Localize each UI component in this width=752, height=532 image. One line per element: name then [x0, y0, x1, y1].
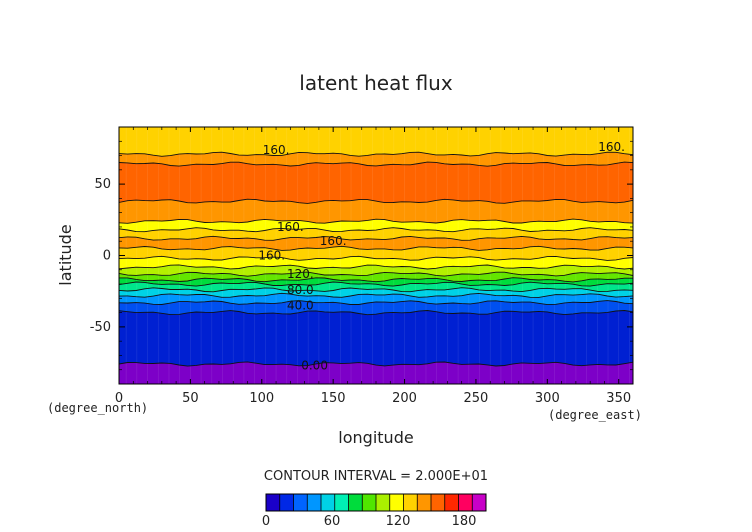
colorbar-swatch	[321, 494, 336, 511]
contour-line	[118, 161, 634, 167]
colorbar-swatch	[458, 494, 473, 511]
contour-line	[118, 235, 634, 241]
contour-line	[118, 361, 634, 367]
x-tick-label: 300	[535, 391, 560, 406]
y-tick-label: -50	[90, 320, 111, 335]
contour-label: 160.	[263, 143, 290, 157]
heat-band	[119, 361, 633, 384]
colorbar-swatch	[362, 494, 377, 511]
contour-label: 160.	[598, 140, 625, 154]
colorbar-tick-label: 60	[324, 514, 341, 529]
contour-line	[118, 287, 634, 293]
colorbar-swatch	[472, 494, 487, 511]
contour-lines	[118, 151, 634, 367]
colorbar-swatch	[266, 494, 281, 511]
heat-band	[119, 236, 633, 251]
y-tick-label: 50	[94, 177, 111, 192]
contour-line	[119, 277, 633, 283]
heat-band	[119, 127, 633, 157]
contour-line	[118, 310, 634, 316]
x-tick-label: 100	[249, 391, 274, 406]
colorbar-frame	[265, 493, 487, 512]
contour-line	[118, 255, 634, 261]
x-tick-label: 250	[464, 391, 489, 406]
colorbar	[265, 493, 487, 512]
contour-label: 40.0	[287, 298, 314, 312]
chart-title: latent heat flux	[299, 71, 453, 95]
colorbar-tick-label: 0	[262, 514, 270, 529]
contour-line	[118, 218, 634, 224]
x-axis-label: longitude	[338, 428, 413, 447]
contour-line	[118, 245, 634, 251]
colorbar-swatch	[431, 494, 446, 511]
x-axis-ticks: 0 50 100 150 200 250 300 350	[115, 127, 631, 406]
colorbar-swatch	[403, 494, 418, 511]
contour-line	[118, 151, 634, 157]
contour-interval-text: CONTOUR INTERVAL = 2.000E+01	[264, 469, 488, 484]
heat-band	[119, 199, 633, 224]
colorbar-swatch	[348, 494, 363, 511]
contour-line	[118, 281, 634, 287]
colorbar-swatch	[376, 494, 391, 511]
x-tick-label: 200	[392, 391, 417, 406]
colorbar-tick-label: 180	[452, 514, 477, 529]
colorbar-swatch	[444, 494, 459, 511]
colorbar-swatch	[417, 494, 432, 511]
x-unit-label: (degree_east)	[548, 408, 642, 422]
contour-label: 0.00	[301, 358, 328, 372]
heat-band	[119, 162, 633, 204]
colorbar-ticks: 0 60 120 180	[262, 514, 477, 529]
y-axis-label: latitude	[56, 224, 75, 285]
colorbar-swatch	[389, 494, 404, 511]
contour-line	[118, 264, 634, 270]
contour-line	[118, 292, 634, 298]
y-unit-label: (degree_north)	[47, 401, 148, 415]
contour-line	[118, 300, 634, 306]
contour-labels: 160. 160.160.160.160.120.80.040.00.00	[258, 140, 625, 372]
x-tick-label: 150	[321, 391, 346, 406]
heat-band	[119, 227, 633, 241]
contour-label: 160.	[277, 220, 304, 234]
colorbar-swatch	[307, 494, 322, 511]
contour-line	[118, 198, 634, 204]
contour-line	[118, 271, 634, 277]
colorbar-swatch	[334, 494, 349, 511]
y-tick-label: 0	[103, 249, 111, 264]
contour-line	[118, 227, 634, 233]
contour-label: 80.0	[287, 283, 314, 297]
x-tick-label: 0	[115, 391, 123, 406]
y-axis-ticks: -50 0 50	[90, 140, 633, 371]
x-tick-label: 50	[182, 391, 199, 406]
colorbar-swatch	[293, 494, 308, 511]
contour-label: 120.	[287, 267, 314, 281]
x-tick-label: 350	[606, 391, 631, 406]
contour-label: 160.	[258, 249, 285, 263]
heat-band	[119, 310, 633, 367]
heat-band	[119, 264, 633, 277]
contour-label: 160.	[320, 234, 347, 248]
colorbar-tick-label: 120	[386, 514, 411, 529]
colorbar-swatch	[279, 494, 294, 511]
